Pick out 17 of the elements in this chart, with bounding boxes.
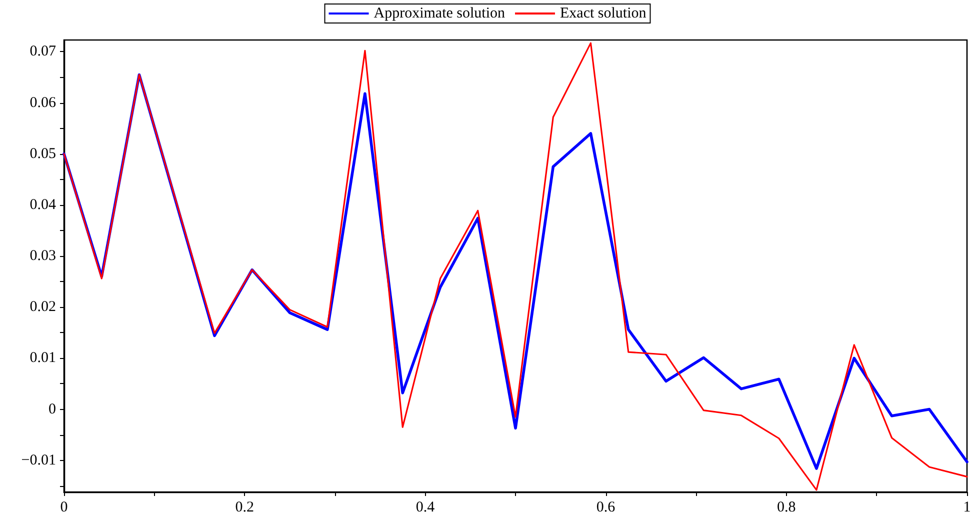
y-tick-label: −0.01 [21, 452, 56, 468]
x-tick-label: 0.8 [777, 500, 796, 516]
y-tick-label: 0.07 [30, 44, 56, 60]
y-tick-label: 0 [48, 401, 56, 418]
y-tick-label: 0.01 [30, 350, 56, 366]
x-tick-label: 1 [963, 500, 971, 516]
legend-label: Approximate solution [374, 6, 506, 22]
y-tick-label: 0.02 [30, 299, 56, 316]
y-tick-label: 0.06 [30, 94, 56, 111]
x-tick-label: 0.4 [416, 500, 436, 516]
x-tick-label: 0.6 [596, 500, 616, 516]
x-tick-label: 0 [60, 500, 68, 516]
y-tick-label: 0.04 [30, 196, 56, 213]
y-tick-label: 0.03 [30, 248, 56, 264]
y-tick-label: 0.05 [30, 146, 56, 162]
legend-label: Exact solution [560, 6, 647, 22]
x-tick-label: 0.2 [235, 500, 254, 516]
